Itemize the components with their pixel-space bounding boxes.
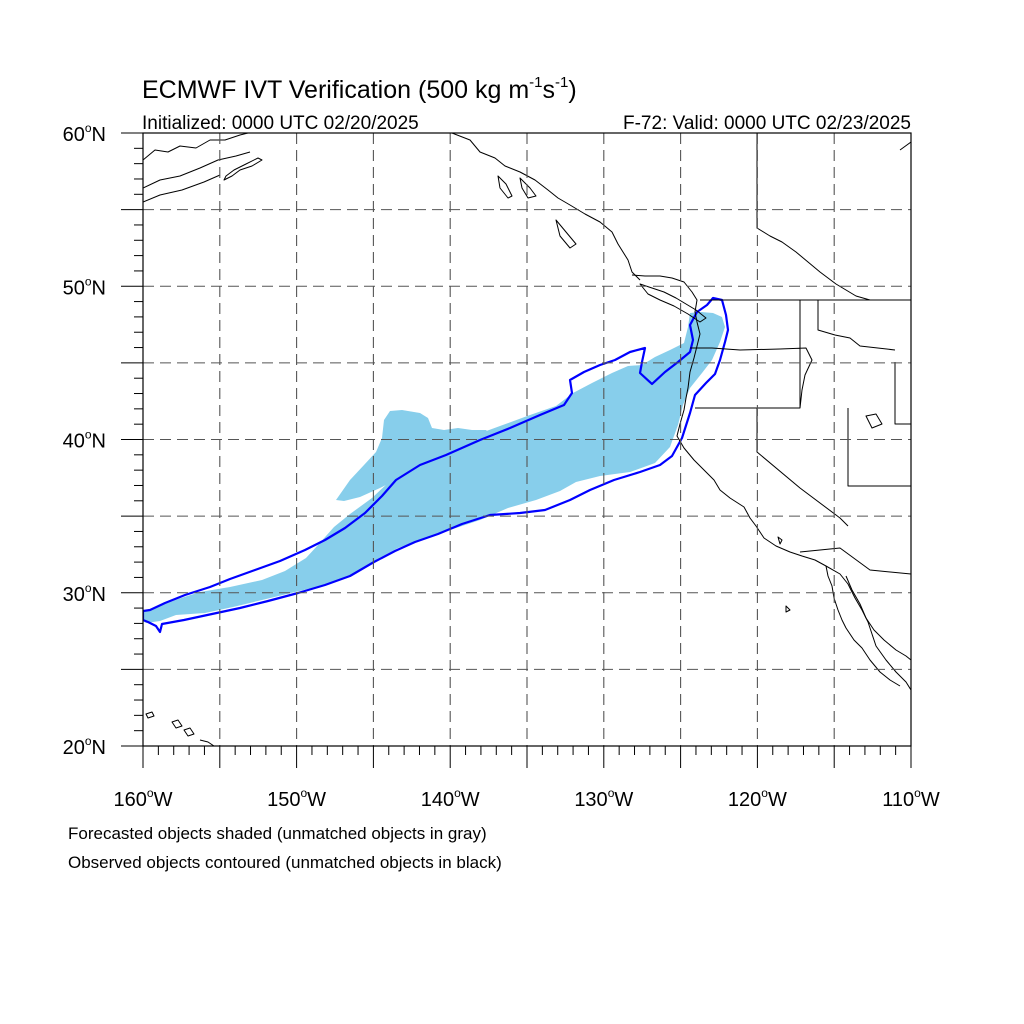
forecast-object-shaded (143, 312, 725, 623)
lon-label: 150oW (267, 786, 326, 811)
degree-symbol: o (85, 734, 92, 748)
lon-label: 160oW (114, 786, 173, 811)
initialized-time: Initialized: 0000 UTC 02/20/2025 (142, 113, 419, 134)
west-coast-coastline (631, 274, 911, 691)
lat-label: 60oN (63, 121, 106, 146)
lon-label: 130oW (574, 786, 633, 811)
observed-object-contour (143, 296, 730, 634)
degree-symbol: o (300, 786, 307, 800)
vancouver-island (639, 283, 707, 323)
lat-label: 40oN (63, 428, 106, 453)
alaska-coastline (143, 133, 641, 281)
degree-symbol: o (914, 786, 921, 800)
lat-label: 20oN (63, 734, 106, 759)
coastlines-and-borders (143, 133, 911, 746)
degree-symbol: o (454, 786, 461, 800)
lat-label: 50oN (63, 274, 106, 299)
lon-label: 120oW (728, 786, 787, 811)
observed-ivt-objects (143, 296, 730, 634)
lat-lon-grid (143, 133, 911, 746)
observed-caption: Observed objects contoured (unmatched ob… (68, 853, 502, 872)
forecast-object-branch (336, 410, 496, 501)
lat-label: 30oN (63, 581, 106, 606)
degree-symbol: o (85, 274, 92, 288)
canada-internal-borders (756, 133, 911, 301)
forecast-caption: Forecasted objects shaded (unmatched obj… (68, 824, 487, 843)
us-mexico-border (799, 547, 911, 575)
lon-label: 140oW (421, 786, 480, 811)
valid-time: F-72: Valid: 0000 UTC 02/23/2025 (623, 113, 911, 134)
forecast-ivt-objects (143, 312, 725, 623)
longitude-labels: 160oW 150oW 140oW 130oW 120oW 110oW (114, 786, 940, 811)
degree-symbol: o (761, 786, 768, 800)
islands-northwest (223, 157, 577, 249)
degree-symbol: o (608, 786, 615, 800)
degree-symbol: o (147, 786, 154, 800)
degree-symbol: o (85, 581, 92, 595)
axis-ticks (121, 132, 912, 768)
degree-symbol: o (85, 121, 92, 135)
degree-symbol: o (85, 428, 92, 442)
plot-frame (142, 132, 912, 747)
us-state-borders (690, 300, 911, 527)
small-islands (777, 413, 883, 613)
latitude-labels: 60oN 50oN 40oN 30oN 20oN (63, 121, 106, 759)
hawaii-islands (145, 711, 215, 746)
map-title: ECMWF IVT Verification (500 kg m-1s-1) (142, 74, 577, 104)
baja-peninsula (825, 565, 911, 687)
lon-label: 110oW (882, 786, 940, 811)
